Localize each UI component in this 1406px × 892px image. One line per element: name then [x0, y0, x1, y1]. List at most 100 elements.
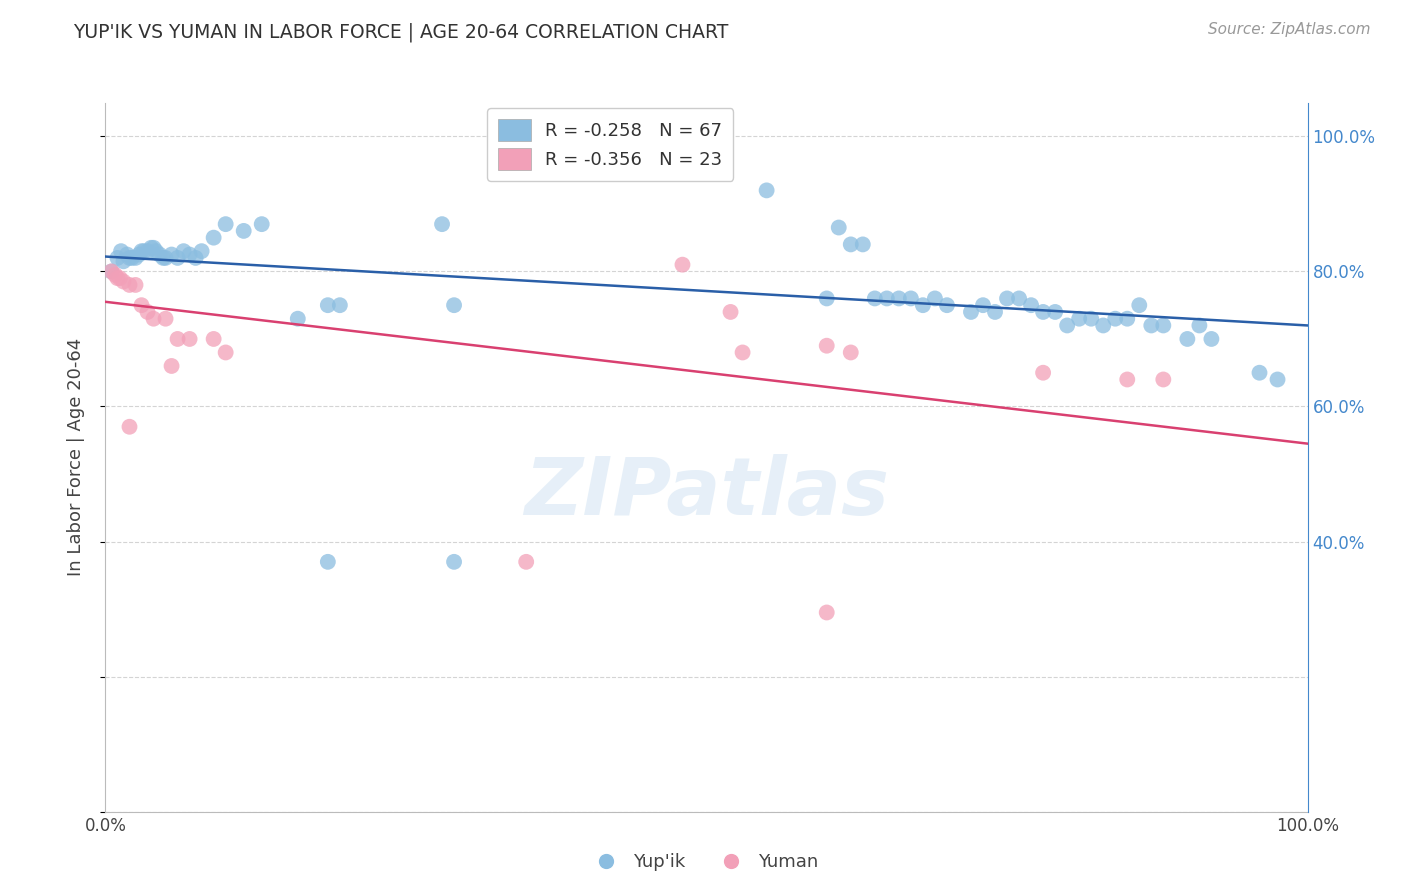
Point — [118, 277, 141, 292]
Point — [731, 345, 754, 359]
Point — [863, 292, 886, 306]
Point — [136, 305, 159, 319]
Point — [160, 359, 183, 373]
Point — [876, 292, 898, 306]
Point — [121, 251, 143, 265]
Text: YUP'IK VS YUMAN IN LABOR FORCE | AGE 20-64 CORRELATION CHART: YUP'IK VS YUMAN IN LABOR FORCE | AGE 20-… — [73, 22, 728, 42]
Point — [1104, 311, 1126, 326]
Point — [160, 247, 183, 261]
Point — [132, 244, 155, 259]
Point — [984, 305, 1007, 319]
Point — [142, 241, 165, 255]
Point — [184, 251, 207, 265]
Point — [145, 244, 167, 259]
Point — [136, 244, 159, 259]
Point — [887, 292, 910, 306]
Point — [131, 298, 153, 312]
Point — [1152, 318, 1174, 333]
Point — [1152, 372, 1174, 386]
Point — [100, 264, 122, 278]
Point — [124, 277, 146, 292]
Point — [214, 345, 236, 359]
Legend: Yup'ik, Yuman: Yup'ik, Yuman — [581, 847, 825, 879]
Point — [911, 298, 934, 312]
Point — [430, 217, 453, 231]
Legend: R = -0.258   N = 67, R = -0.356   N = 23: R = -0.258 N = 67, R = -0.356 N = 23 — [488, 108, 733, 181]
Point — [852, 237, 875, 252]
Point — [924, 292, 946, 306]
Point — [214, 217, 236, 231]
Point — [443, 298, 465, 312]
Point — [839, 237, 862, 252]
Point — [815, 339, 838, 353]
Point — [815, 606, 838, 620]
Point — [900, 292, 922, 306]
Point — [232, 224, 254, 238]
Point — [1043, 305, 1066, 319]
Point — [112, 275, 135, 289]
Point — [1249, 366, 1271, 380]
Point — [1069, 311, 1091, 326]
Point — [166, 332, 188, 346]
Point — [828, 220, 851, 235]
Point — [179, 247, 201, 261]
Text: Source: ZipAtlas.com: Source: ZipAtlas.com — [1208, 22, 1371, 37]
Text: ZIPatlas: ZIPatlas — [524, 454, 889, 532]
Point — [190, 244, 212, 259]
Point — [839, 345, 862, 359]
Point — [107, 251, 129, 265]
Point — [100, 264, 122, 278]
Point — [202, 230, 225, 244]
Point — [118, 419, 141, 434]
Point — [316, 555, 339, 569]
Point — [815, 292, 838, 306]
Point — [152, 251, 174, 265]
Point — [1201, 332, 1223, 346]
Y-axis label: In Labor Force | Age 20-64: In Labor Force | Age 20-64 — [66, 338, 84, 576]
Point — [107, 271, 129, 285]
Point — [995, 292, 1018, 306]
Point — [173, 244, 195, 259]
Point — [142, 311, 165, 326]
Point — [671, 258, 693, 272]
Point — [1116, 311, 1139, 326]
Point — [316, 298, 339, 312]
Point — [720, 305, 742, 319]
Point — [1092, 318, 1115, 333]
Point — [1008, 292, 1031, 306]
Point — [131, 244, 153, 259]
Point — [108, 271, 131, 285]
Point — [118, 251, 141, 265]
Point — [1175, 332, 1198, 346]
Point — [1056, 318, 1078, 333]
Point — [1080, 311, 1102, 326]
Point — [148, 247, 170, 261]
Point — [1267, 372, 1289, 386]
Point — [155, 311, 177, 326]
Point — [1032, 366, 1054, 380]
Point — [960, 305, 983, 319]
Point — [1140, 318, 1163, 333]
Point — [1116, 372, 1139, 386]
Point — [1019, 298, 1042, 312]
Point — [1128, 298, 1150, 312]
Point — [112, 254, 135, 268]
Point — [179, 332, 201, 346]
Point — [755, 183, 778, 197]
Point — [155, 251, 177, 265]
Point — [443, 555, 465, 569]
Point — [110, 244, 132, 259]
Point — [287, 311, 309, 326]
Point — [115, 247, 138, 261]
Point — [250, 217, 273, 231]
Point — [202, 332, 225, 346]
Point — [104, 268, 127, 282]
Point — [1032, 305, 1054, 319]
Point — [1188, 318, 1211, 333]
Point — [139, 241, 162, 255]
Point — [515, 555, 537, 569]
Point — [128, 247, 150, 261]
Point — [124, 251, 146, 265]
Point — [972, 298, 994, 312]
Point — [936, 298, 959, 312]
